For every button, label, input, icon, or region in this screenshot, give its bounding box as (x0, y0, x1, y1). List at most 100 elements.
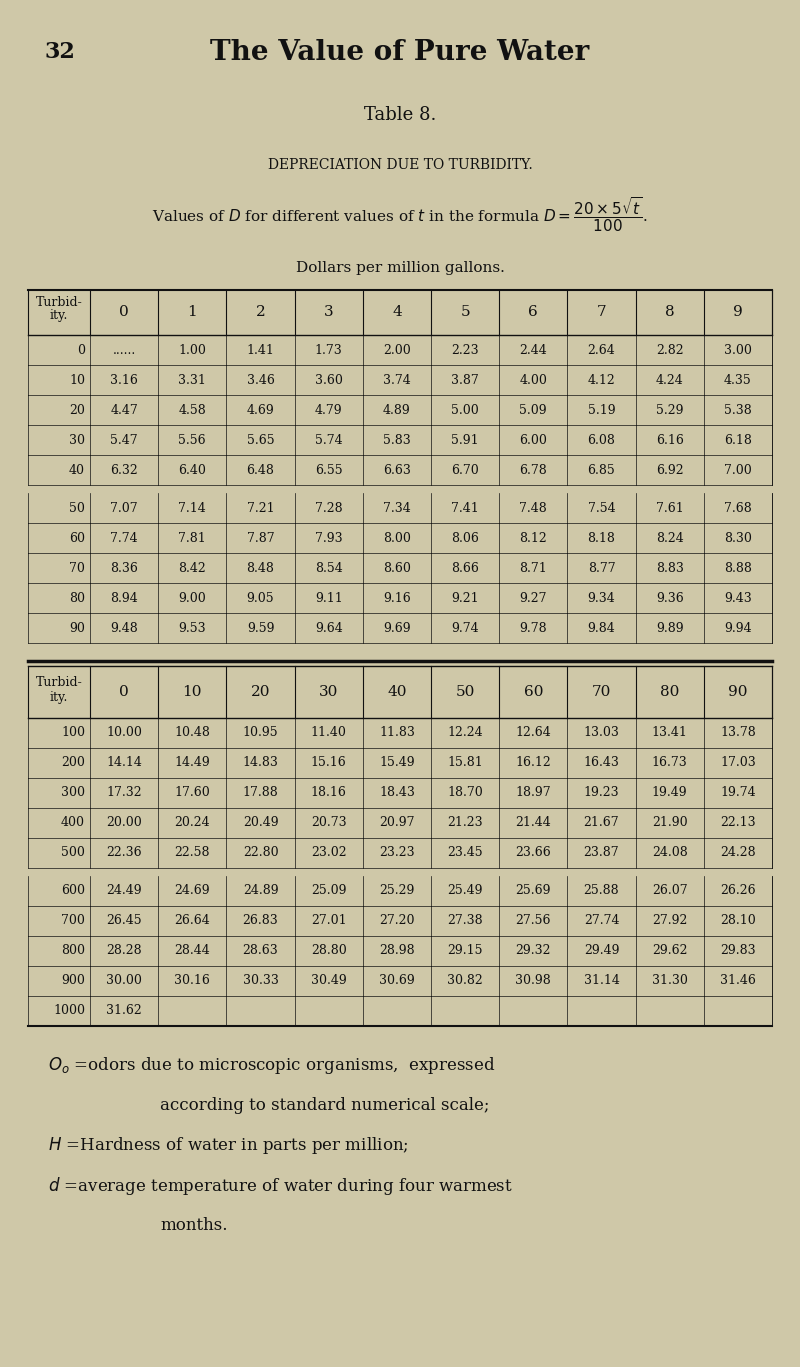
Text: 24.89: 24.89 (242, 884, 278, 898)
Text: 31.46: 31.46 (720, 975, 756, 987)
Text: 17.60: 17.60 (174, 786, 210, 800)
Text: 30.33: 30.33 (242, 975, 278, 987)
Text: 25.69: 25.69 (515, 884, 551, 898)
Text: 20.97: 20.97 (379, 816, 414, 830)
Text: 2: 2 (256, 305, 266, 320)
Text: 9.84: 9.84 (588, 622, 615, 634)
Text: 20.73: 20.73 (311, 816, 346, 830)
Text: 30.98: 30.98 (515, 975, 551, 987)
Text: 13.03: 13.03 (583, 726, 619, 740)
Text: 7.68: 7.68 (724, 502, 752, 514)
Text: 7.87: 7.87 (246, 532, 274, 544)
Text: DEPRECIATION DUE TO TURBIDITY.: DEPRECIATION DUE TO TURBIDITY. (268, 159, 532, 172)
Text: 10: 10 (69, 373, 85, 387)
Text: 100: 100 (61, 726, 85, 740)
Text: 8: 8 (665, 305, 674, 320)
Text: 6.16: 6.16 (656, 433, 684, 447)
Text: 21.44: 21.44 (515, 816, 551, 830)
Text: 30.82: 30.82 (447, 975, 483, 987)
Text: 8.12: 8.12 (519, 532, 547, 544)
Text: 70: 70 (592, 685, 611, 699)
Text: 28.63: 28.63 (242, 945, 278, 957)
Text: 7.54: 7.54 (588, 502, 615, 514)
Text: 9.00: 9.00 (178, 592, 206, 604)
Text: 14.83: 14.83 (242, 756, 278, 770)
Text: 21.67: 21.67 (584, 816, 619, 830)
Text: Dollars per million gallons.: Dollars per million gallons. (295, 261, 505, 275)
Text: 31.30: 31.30 (652, 975, 688, 987)
Text: 11.40: 11.40 (310, 726, 346, 740)
Text: 9.43: 9.43 (724, 592, 752, 604)
Text: 27.20: 27.20 (379, 915, 414, 927)
Text: $O_o$ =odors due to microscopic organisms,  expressed: $O_o$ =odors due to microscopic organism… (48, 1055, 495, 1076)
Text: 14.49: 14.49 (174, 756, 210, 770)
Text: 11.83: 11.83 (379, 726, 415, 740)
Text: 7.61: 7.61 (656, 502, 683, 514)
Text: 19.49: 19.49 (652, 786, 687, 800)
Text: 0: 0 (77, 343, 85, 357)
Text: 8.06: 8.06 (451, 532, 479, 544)
Text: 5: 5 (460, 305, 470, 320)
Text: 26.45: 26.45 (106, 915, 142, 927)
Text: ity.: ity. (50, 692, 68, 704)
Text: 9.64: 9.64 (315, 622, 342, 634)
Text: 21.90: 21.90 (652, 816, 687, 830)
Text: 6.55: 6.55 (315, 463, 342, 477)
Text: 29.83: 29.83 (720, 945, 756, 957)
Text: 7.74: 7.74 (110, 532, 138, 544)
Text: Turbid-: Turbid- (36, 677, 82, 689)
Text: 14.14: 14.14 (106, 756, 142, 770)
Text: 1.41: 1.41 (246, 343, 274, 357)
Text: 6.18: 6.18 (724, 433, 752, 447)
Text: 9: 9 (733, 305, 742, 320)
Text: 19.23: 19.23 (584, 786, 619, 800)
Text: 26.07: 26.07 (652, 884, 687, 898)
Text: 3.87: 3.87 (451, 373, 479, 387)
Text: 8.71: 8.71 (519, 562, 547, 574)
Text: 6.92: 6.92 (656, 463, 683, 477)
Text: 18.43: 18.43 (379, 786, 415, 800)
Text: 3.74: 3.74 (383, 373, 410, 387)
Text: 500: 500 (61, 846, 85, 860)
Text: 9.27: 9.27 (519, 592, 547, 604)
Text: 26.83: 26.83 (242, 915, 278, 927)
Text: 8.42: 8.42 (178, 562, 206, 574)
Text: 27.74: 27.74 (584, 915, 619, 927)
Text: 8.00: 8.00 (383, 532, 411, 544)
Text: 32: 32 (45, 41, 76, 63)
Text: 30.00: 30.00 (106, 975, 142, 987)
Text: 5.09: 5.09 (519, 403, 547, 417)
Text: 6.08: 6.08 (587, 433, 615, 447)
Text: 9.78: 9.78 (519, 622, 547, 634)
Text: 29.32: 29.32 (515, 945, 551, 957)
Text: 16.43: 16.43 (583, 756, 619, 770)
Text: ity.: ity. (50, 309, 68, 323)
Text: 23.02: 23.02 (311, 846, 346, 860)
Text: 18.97: 18.97 (515, 786, 551, 800)
Text: 800: 800 (61, 945, 85, 957)
Text: 4.79: 4.79 (315, 403, 342, 417)
Text: 6.48: 6.48 (246, 463, 274, 477)
Text: 27.38: 27.38 (447, 915, 483, 927)
Text: 26.26: 26.26 (720, 884, 756, 898)
Text: $H$ =Hardness of water in parts per million;: $H$ =Hardness of water in parts per mill… (48, 1136, 409, 1156)
Text: 1.73: 1.73 (315, 343, 342, 357)
Text: 2.23: 2.23 (451, 343, 479, 357)
Text: 5.65: 5.65 (246, 433, 274, 447)
Text: 7.48: 7.48 (519, 502, 547, 514)
Text: 4.47: 4.47 (110, 403, 138, 417)
Text: 5.83: 5.83 (383, 433, 410, 447)
Text: 25.09: 25.09 (311, 884, 346, 898)
Text: 30.49: 30.49 (311, 975, 346, 987)
Text: 27.56: 27.56 (515, 915, 551, 927)
Text: 8.36: 8.36 (110, 562, 138, 574)
Text: 20.49: 20.49 (242, 816, 278, 830)
Text: 22.36: 22.36 (106, 846, 142, 860)
Text: 5.00: 5.00 (451, 403, 479, 417)
Text: 13.41: 13.41 (652, 726, 688, 740)
Text: 28.28: 28.28 (106, 945, 142, 957)
Text: 8.30: 8.30 (724, 532, 752, 544)
Text: 70: 70 (69, 562, 85, 574)
Text: 4.12: 4.12 (588, 373, 615, 387)
Text: 26.64: 26.64 (174, 915, 210, 927)
